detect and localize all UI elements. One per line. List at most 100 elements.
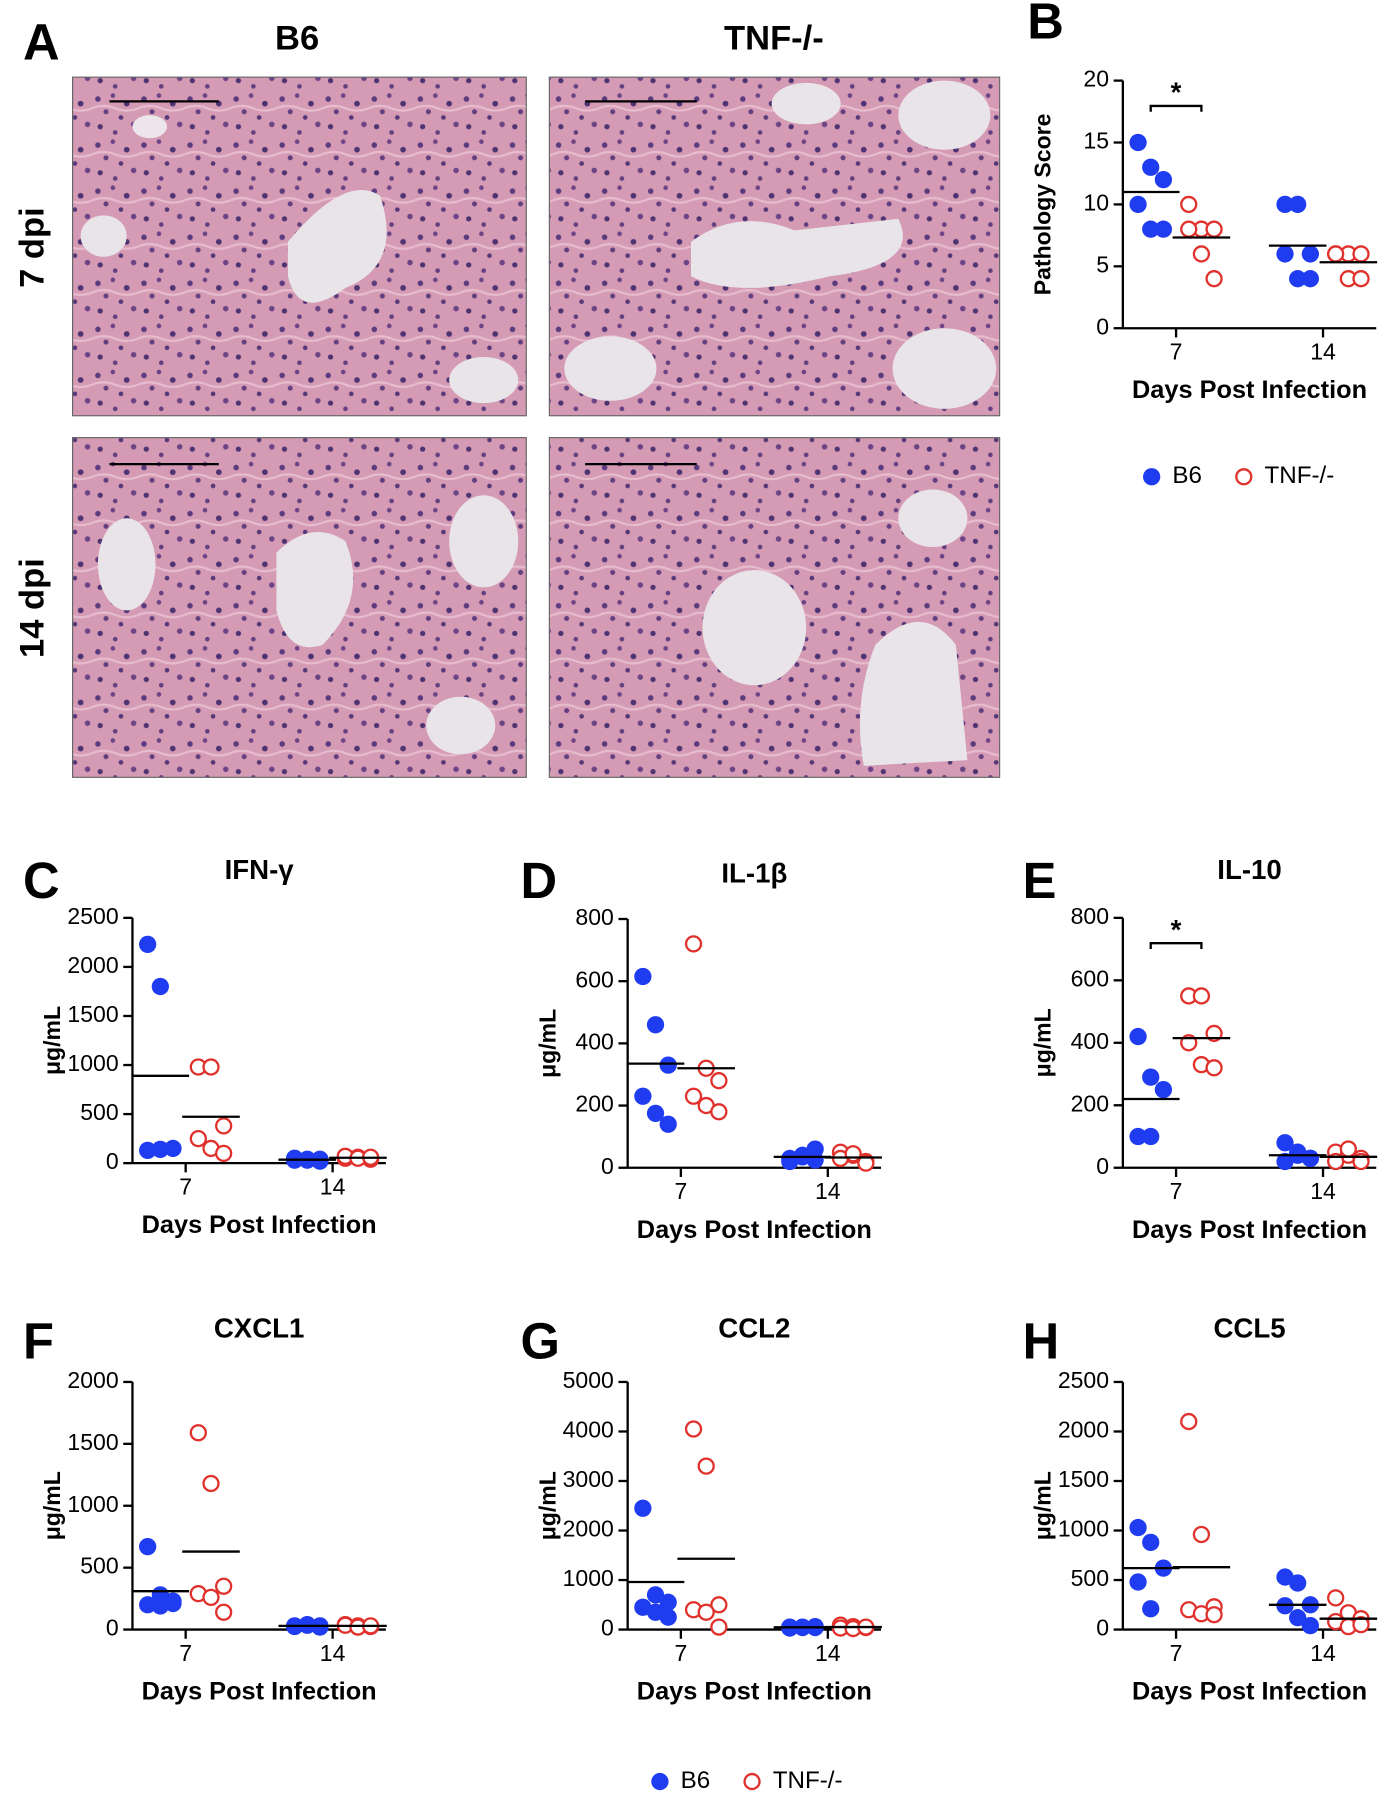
data-point [1301, 245, 1319, 263]
data-point [1129, 1127, 1147, 1146]
y-tick-label: 0 [106, 1148, 119, 1174]
data-point [684, 935, 703, 953]
data-point [1129, 195, 1147, 214]
y-tick-label: 2000 [563, 1516, 614, 1542]
data-point [139, 1141, 157, 1160]
y-tick-label: 5 [1096, 251, 1109, 277]
y-tick-label: 15 [1083, 128, 1109, 154]
y-tick-label: 1500 [1058, 1466, 1109, 1492]
data-point [1289, 1609, 1307, 1627]
column-label: TNF-/- [724, 19, 824, 57]
data-point [646, 1586, 665, 1604]
y-tick-label: 0 [106, 1615, 119, 1641]
x-tick-label: 14 [1310, 1640, 1336, 1666]
y-tick-label: 1500 [67, 1001, 118, 1027]
data-point [1142, 1533, 1160, 1552]
data-point [1129, 1027, 1147, 1046]
data-point [1142, 1127, 1160, 1146]
data-point [215, 1577, 233, 1595]
data-point [215, 1603, 233, 1621]
data-point [1276, 1134, 1294, 1152]
y-tick-label: 500 [80, 1099, 118, 1125]
y-axis-label: μg/mL [534, 1009, 560, 1078]
y-tick-label: 1000 [67, 1491, 118, 1517]
chart-title: CCL2 [718, 1312, 790, 1343]
data-point [659, 1593, 677, 1611]
chart-title: CCL5 [1213, 1312, 1285, 1343]
y-axis-label: μg/mL [39, 1006, 65, 1075]
data-point [1180, 220, 1198, 238]
data-point [1327, 1589, 1345, 1607]
data-point [1235, 468, 1253, 486]
y-tick-label: 1500 [67, 1429, 118, 1455]
data-point [1180, 1412, 1198, 1431]
x-axis-label: Days Post Infection [1132, 1678, 1367, 1706]
x-axis-label: Days Post Infection [637, 1678, 872, 1706]
y-tick-label: 400 [575, 1028, 613, 1054]
data-point [659, 1115, 677, 1133]
panel-letter: B [1027, 0, 1064, 50]
row-label: 14 dpi [14, 558, 52, 658]
data-point [189, 1129, 207, 1148]
y-axis-label: μg/mL [1030, 1008, 1056, 1077]
y-tick-label: 200 [575, 1091, 613, 1117]
data-point [651, 1772, 669, 1791]
micrograph [548, 76, 1001, 417]
data-point [202, 1058, 220, 1076]
data-point [1192, 245, 1211, 263]
data-point [634, 1087, 652, 1105]
data-point [697, 1603, 715, 1621]
data-point [202, 1474, 220, 1493]
data-point [1289, 195, 1307, 214]
panel-letter: G [521, 1312, 560, 1369]
data-point [215, 1117, 233, 1135]
data-point [215, 1144, 233, 1162]
data-point [1276, 245, 1294, 263]
significance-label: * [1171, 914, 1182, 945]
data-point [1352, 270, 1370, 288]
data-point [1352, 1615, 1370, 1634]
data-point [806, 1151, 824, 1169]
panel-letter: D [521, 852, 558, 909]
x-axis-label: Days Post Infection [142, 1211, 377, 1239]
x-tick-label: 7 [1170, 1178, 1183, 1204]
data-point [1154, 220, 1173, 238]
data-point [1142, 158, 1160, 176]
data-point [697, 1457, 715, 1475]
data-point [1205, 1059, 1223, 1077]
data-point [1142, 220, 1160, 238]
y-tick-label: 0 [601, 1153, 614, 1179]
x-tick-label: 7 [179, 1174, 192, 1200]
significance-label: * [1171, 77, 1182, 108]
x-tick-label: 14 [320, 1640, 346, 1666]
data-point [1301, 1149, 1319, 1168]
y-tick-label: 2000 [67, 952, 118, 978]
x-axis-label: Days Post Infection [637, 1216, 872, 1244]
data-point [710, 1618, 728, 1636]
x-axis-label: Days Post Infection [1132, 376, 1367, 404]
y-tick-label: 0 [601, 1615, 614, 1641]
y-tick-label: 400 [1071, 1028, 1109, 1054]
legend-label: B6 [681, 1767, 711, 1794]
y-tick-label: 600 [1071, 965, 1109, 991]
data-point [1289, 1574, 1307, 1592]
data-point [1129, 133, 1147, 152]
micrograph [548, 437, 1001, 778]
y-tick-label: 2000 [1058, 1417, 1109, 1443]
y-tick-label: 0 [1096, 313, 1109, 339]
y-tick-label: 2500 [67, 903, 118, 929]
data-point [1180, 195, 1198, 214]
data-point [634, 1499, 652, 1517]
data-point [202, 1588, 220, 1607]
data-point [1352, 245, 1370, 263]
y-tick-label: 10 [1083, 189, 1109, 215]
y-tick-label: 1000 [563, 1565, 614, 1591]
y-tick-label: 3000 [563, 1466, 614, 1492]
y-tick-label: 2500 [1058, 1367, 1109, 1393]
data-point [1339, 1140, 1357, 1158]
x-tick-label: 14 [320, 1174, 346, 1200]
data-point [1129, 1573, 1147, 1591]
data-point [710, 1103, 728, 1121]
panel-letter: C [23, 852, 60, 909]
